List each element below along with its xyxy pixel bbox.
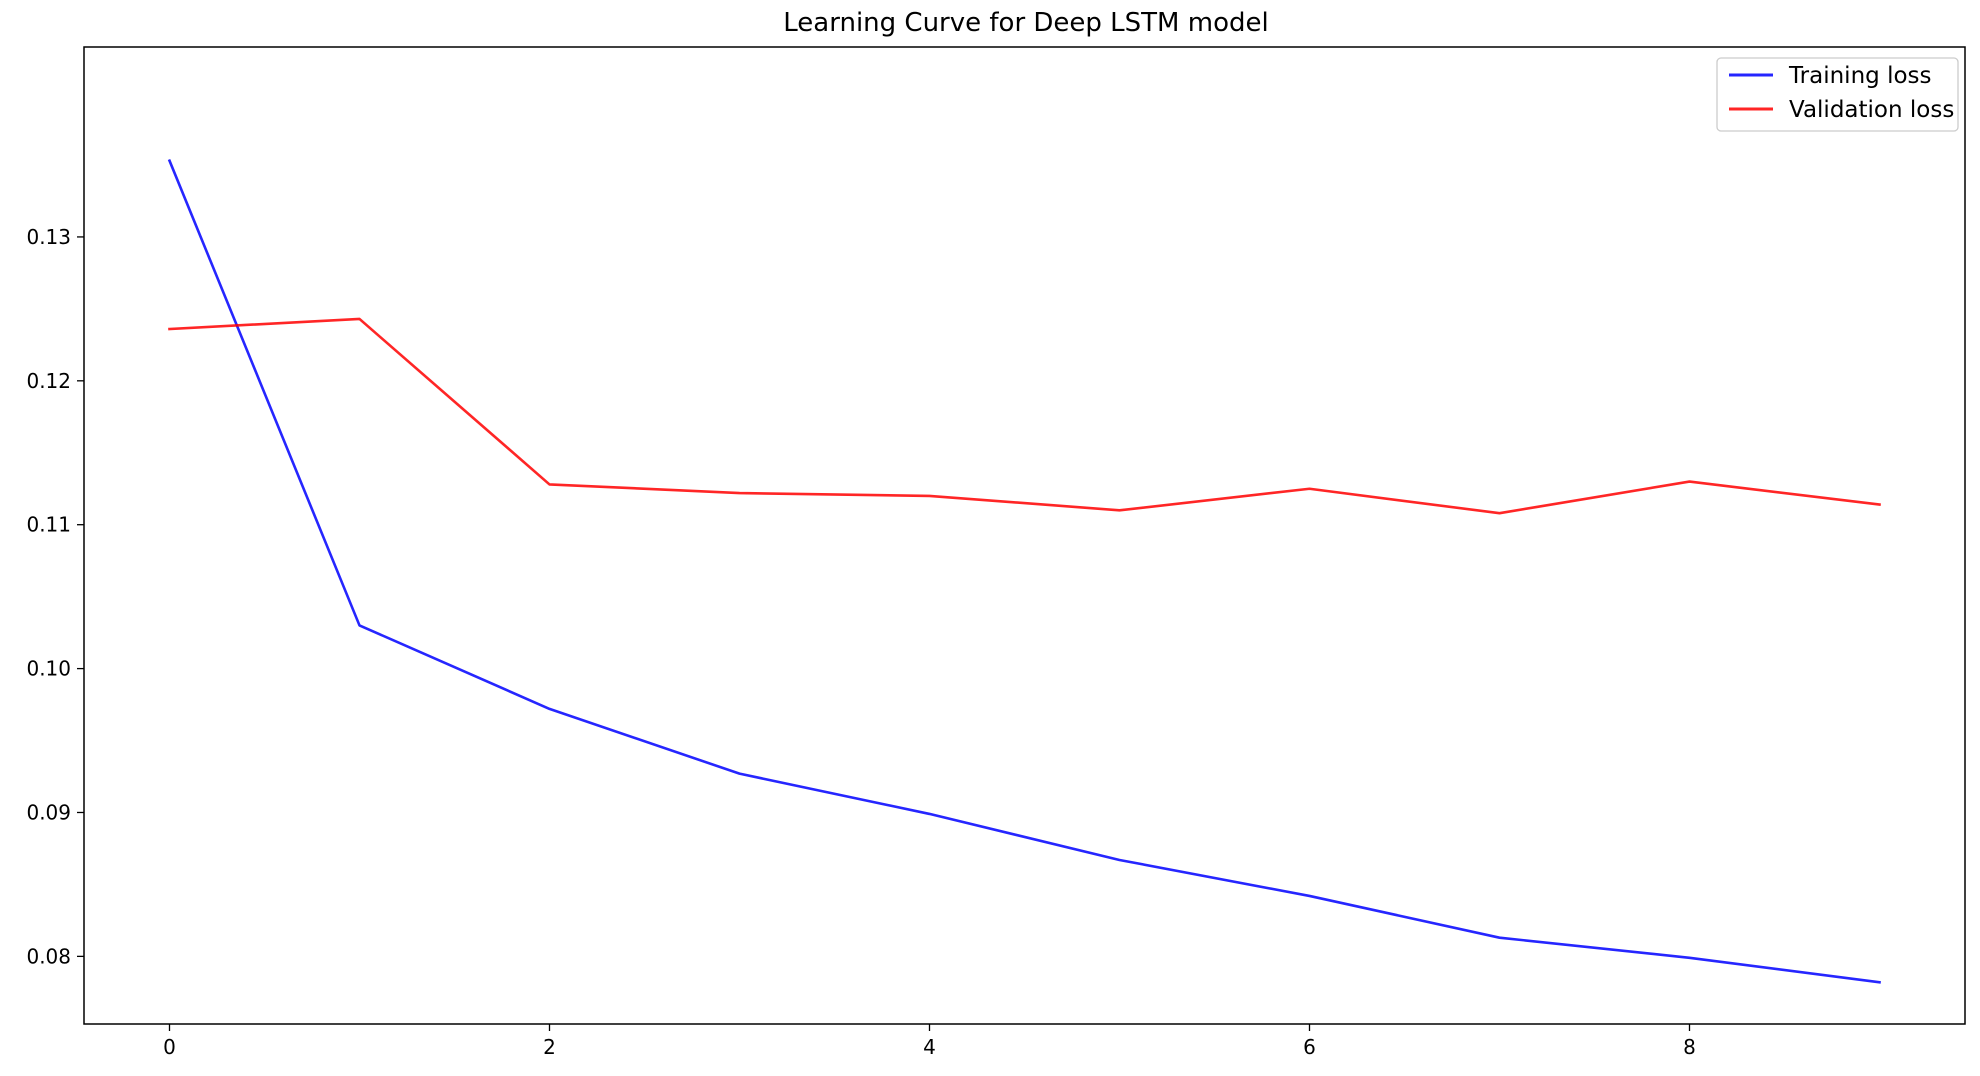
legend: Training loss Validation loss: [1716, 57, 1959, 132]
y-axis: 0.08 0.09 0.10 0.11 0.12 0.13: [26, 225, 84, 968]
y-tick-label: 0.11: [26, 513, 71, 537]
x-tick-label: 0: [163, 1035, 176, 1059]
y-tick-label: 0.08: [26, 944, 71, 968]
y-tick-label: 0.12: [26, 369, 71, 393]
legend-box: [1716, 57, 1959, 132]
x-axis: 0 2 4 6 8: [163, 1024, 1696, 1059]
legend-label-training: Training loss: [1788, 63, 1932, 89]
y-tick-label: 0.13: [26, 225, 71, 249]
y-tick-label: 0.09: [26, 800, 71, 824]
series-lines: [167, 158, 1881, 984]
x-tick-label: 2: [543, 1035, 556, 1059]
plot-area: 0.08 0.09 0.10 0.11 0.12 0.13 0 2 4 6 8: [26, 46, 1966, 1059]
validation-loss-line: [168, 317, 1881, 515]
x-tick-label: 6: [1303, 1035, 1316, 1059]
x-tick-label: 8: [1683, 1035, 1696, 1059]
y-tick-label: 0.10: [26, 657, 71, 681]
legend-label-validation: Validation loss: [1789, 97, 1954, 123]
axes-frame: [83, 46, 1966, 1025]
training-loss-line: [167, 158, 1881, 984]
x-tick-label: 4: [923, 1035, 936, 1059]
chart-title: Learning Curve for Deep LSTM model: [783, 8, 1268, 38]
